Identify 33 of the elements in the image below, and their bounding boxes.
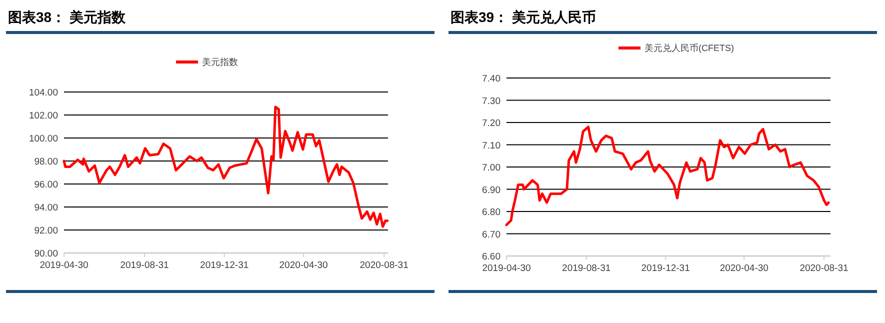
- x-tick-label: 2020-08-31: [360, 260, 408, 271]
- y-tick-label: 6.80: [482, 207, 500, 218]
- x-tick-label: 2020-04-30: [720, 263, 768, 274]
- x-tick-label: 2019-12-31: [641, 263, 690, 274]
- y-tick-label: 7.10: [482, 140, 500, 152]
- y-tick-label: 6.90: [482, 184, 500, 196]
- y-tick-label: 90.00: [34, 248, 58, 260]
- y-tick-label: 102.00: [28, 110, 58, 122]
- line-series: [62, 106, 389, 228]
- x-tick-label: 2019-08-31: [562, 263, 611, 274]
- y-tick-label: 92.00: [34, 226, 58, 236]
- x-tick-label: 2019-12-31: [200, 260, 249, 271]
- x-tick-label: 2020-04-30: [279, 260, 328, 271]
- y-tick-label: 7.00: [482, 162, 500, 174]
- chart-title: 图表39： 美元兑人民币: [450, 9, 596, 25]
- line-series: [505, 126, 830, 226]
- chart-title: 图表38： 美元指数: [8, 9, 126, 25]
- y-tick-label: 96.00: [34, 180, 58, 190]
- y-tick-label: 94.00: [34, 202, 58, 214]
- x-tick-label: 2019-04-30: [482, 263, 531, 274]
- y-tick-label: 7.20: [482, 118, 500, 129]
- x-tick-label: 2019-04-30: [40, 260, 88, 271]
- y-tick-label: 7.30: [482, 96, 500, 107]
- legend-label: 美元指数: [202, 57, 238, 67]
- x-tick-label: 2019-08-31: [120, 260, 169, 271]
- y-tick-label: 6.60: [482, 252, 500, 262]
- y-tick-label: 6.70: [482, 229, 500, 240]
- x-tick-label: 2020-08-31: [800, 263, 848, 274]
- y-tick-label: 7.40: [482, 74, 500, 84]
- y-tick-label: 100.00: [28, 134, 58, 144]
- y-tick-label: 98.00: [34, 156, 58, 168]
- legend-label: 美元兑人民币(CFETS): [644, 43, 734, 53]
- y-tick-label: 104.00: [28, 88, 58, 98]
